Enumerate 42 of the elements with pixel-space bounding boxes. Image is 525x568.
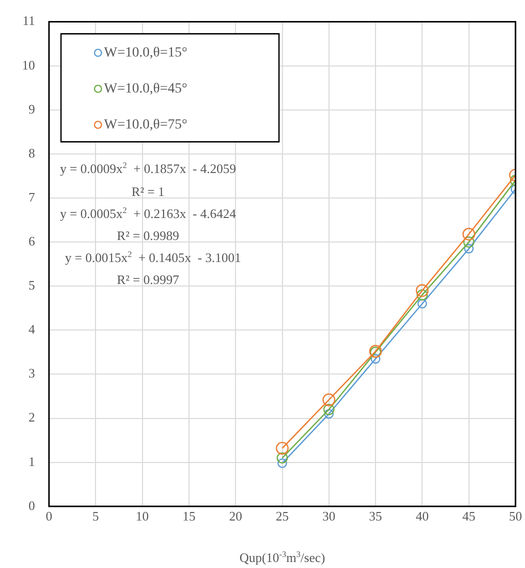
y-tick-label: 0	[28, 498, 35, 513]
y-tick-label: 3	[28, 366, 35, 381]
x-tick-label: 10	[136, 508, 149, 524]
y-tick-label: 7	[28, 189, 36, 204]
point	[277, 458, 288, 468]
x-tick-label: 45	[462, 508, 476, 524]
point	[462, 228, 476, 241]
y-tick-label: 6	[28, 233, 36, 248]
x-tick-label: 5	[92, 508, 99, 524]
y-tick-label: 5	[28, 278, 35, 293]
y-tick-label: 4	[28, 322, 36, 337]
y-tick-label: 2	[28, 410, 35, 425]
point	[416, 284, 429, 297]
annotation: R² = 0.9989	[116, 228, 180, 243]
annotation: R² = 1	[132, 184, 164, 199]
x-tick-label: 50	[509, 508, 522, 524]
x-tick-label: 0	[46, 508, 52, 524]
point	[324, 409, 334, 419]
legend-label: W=10.0,θ=45°	[104, 81, 188, 96]
y-tick-label: 10	[22, 57, 35, 72]
legend-label: W=10.0,θ=75°	[104, 117, 188, 132]
legend-label: W=10.0,θ=15°	[104, 45, 188, 60]
x-tick-label: 15	[182, 508, 196, 524]
point	[276, 442, 289, 455]
y-tick-label: 8	[28, 145, 35, 160]
point	[276, 452, 288, 464]
x-tick-label: 40	[416, 508, 429, 524]
point	[464, 244, 474, 254]
point	[416, 289, 428, 301]
x-tick-label: 35	[369, 508, 382, 524]
x-tick-label: 25	[276, 508, 289, 524]
x-tick-label: 30	[322, 508, 336, 524]
point	[323, 404, 334, 416]
y-tick-label: 1	[28, 454, 35, 469]
y-tick-label: 11	[22, 13, 35, 28]
point	[463, 236, 474, 248]
y-tick-label: 9	[28, 101, 35, 116]
point	[322, 393, 336, 406]
x-tick-label: 20	[229, 508, 242, 524]
point	[370, 354, 380, 364]
annotation: R² = 0.9997	[116, 272, 180, 287]
point	[417, 298, 427, 309]
